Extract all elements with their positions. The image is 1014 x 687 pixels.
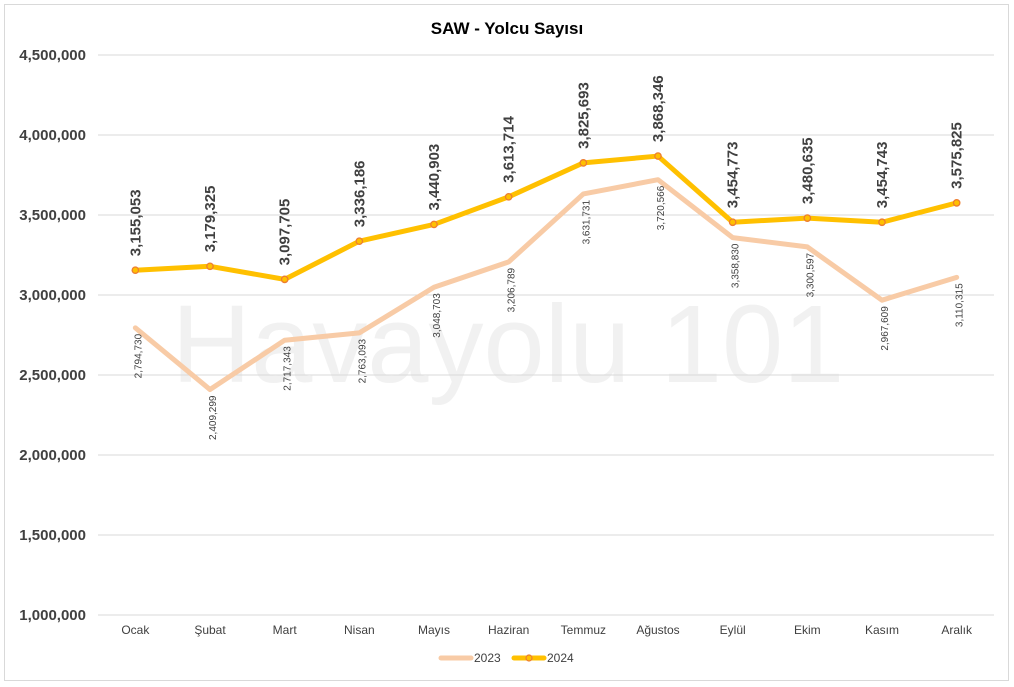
data-label-2023: 2,717,343 <box>283 346 294 391</box>
legend-marker-2024 <box>525 654 533 662</box>
data-point-2024 <box>504 192 513 201</box>
chart-title: SAW - Yolcu Sayısı <box>431 19 583 38</box>
data-label-2024: 3,454,743 <box>874 142 891 209</box>
data-labels: 2,794,730 2,409,299 2,717,343 2,763,093 3,04… <box>127 75 965 440</box>
data-point-2024 <box>878 218 886 227</box>
y-tick-label: 4,000,000 <box>19 127 86 144</box>
x-tick-label: Temmuz <box>561 623 606 637</box>
data-label-2024: 3,097,705 <box>277 199 294 266</box>
data-point-2024 <box>355 237 364 246</box>
x-tick-label: Aralık <box>941 623 973 637</box>
data-point-2024 <box>280 275 289 284</box>
data-point-2024 <box>579 159 588 167</box>
y-axis: 1,000,000 1,500,000 2,000,000 2,500,000 3,00… <box>19 47 86 624</box>
series-line-2024 <box>132 153 960 282</box>
legend-label-2023: 2023 <box>474 651 501 665</box>
data-point-2024 <box>803 214 812 222</box>
x-tick-label: Nisan <box>344 623 375 637</box>
series-lines <box>131 152 961 393</box>
data-label-2023: 3,110,315 <box>955 283 966 327</box>
data-label-2023: 3,048,703 <box>432 293 443 338</box>
x-tick-label: Ağustos <box>636 623 679 637</box>
y-tick-label: 3,000,000 <box>19 287 86 304</box>
x-tick-label: Şubat <box>194 623 226 637</box>
data-label-2023: 2,967,609 <box>880 306 891 351</box>
data-label-2024: 3,155,053 <box>127 189 144 256</box>
data-point-2024 <box>131 266 140 275</box>
x-tick-label: Haziran <box>488 623 529 637</box>
x-tick-label: Mart <box>273 623 298 637</box>
data-label-2024: 3,336,186 <box>351 160 368 227</box>
y-tick-label: 2,500,000 <box>19 367 86 384</box>
y-tick-label: 4,500,000 <box>19 47 86 64</box>
y-tick-label: 2,000,000 <box>19 447 86 464</box>
series-line-2023 <box>132 177 960 393</box>
data-label-2023: 2,794,730 <box>133 333 144 378</box>
x-tick-label: Eylül <box>720 623 746 637</box>
data-label-2023: 3,300,597 <box>805 252 816 297</box>
data-label-2024: 3,179,325 <box>202 186 219 253</box>
data-label-2023: 3,206,789 <box>507 267 518 312</box>
legend-label-2024: 2024 <box>547 651 574 665</box>
chart-frame <box>4 4 1009 681</box>
data-label-2023: 3,720,566 <box>656 185 667 230</box>
data-label-2024: 3,440,903 <box>426 144 443 211</box>
x-axis: Ocak Şubat Mart Nisan Mayıs Haziran Temmuz Ağus… <box>121 623 973 637</box>
x-tick-label: Ocak <box>121 623 150 637</box>
data-point-2024 <box>654 152 662 160</box>
data-label-2024: 3,825,693 <box>575 82 592 149</box>
y-tick-label: 3,500,000 <box>19 207 86 224</box>
data-label-2024: 3,480,635 <box>799 137 816 204</box>
data-label-2023: 2,763,093 <box>357 338 368 383</box>
x-tick-label: Mayıs <box>418 623 450 637</box>
gridlines <box>98 54 994 616</box>
data-label-2024: 3,575,825 <box>949 122 966 189</box>
data-point-2024 <box>206 262 214 271</box>
data-label-2024: 3,454,773 <box>725 142 742 209</box>
y-tick-label: 1,500,000 <box>19 527 86 544</box>
data-point-2024 <box>430 220 438 229</box>
data-point-2024 <box>728 218 737 227</box>
x-tick-label: Kasım <box>865 623 899 637</box>
data-label-2024: 3,613,714 <box>501 115 518 182</box>
data-point-2024 <box>952 199 961 207</box>
data-label-2023: 3,631,731 <box>581 199 592 244</box>
data-label-2024: 3,868,346 <box>650 75 667 142</box>
legend: 2023 2024 <box>438 651 574 665</box>
watermark-text: Havayolu 101 <box>172 283 845 406</box>
data-label-2023: 3,358,830 <box>731 243 742 288</box>
data-label-2023: 2,409,299 <box>208 395 219 440</box>
x-tick-label: Ekim <box>794 623 821 637</box>
y-tick-label: 1,000,000 <box>19 607 86 624</box>
